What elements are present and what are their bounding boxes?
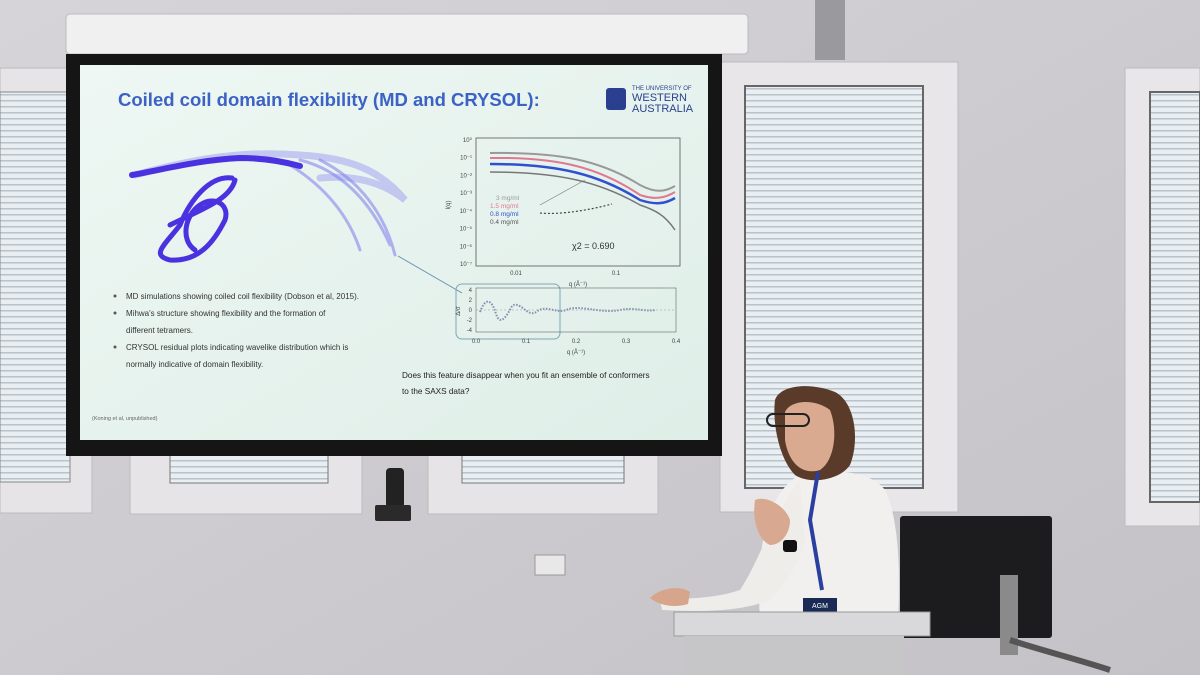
y-tick-label: -4 [467,328,473,334]
speaker [815,0,845,60]
far-right-window [1124,67,1200,527]
x-tick-label: 0.1 [522,339,531,345]
pointer-line [397,255,463,294]
y-tick-label: 10⁻² [460,173,472,179]
lower-windows [129,451,659,515]
legend-entry: 3 mg/ml [496,195,520,202]
question-line: to the SAXS data? [402,387,470,396]
x-tick-label: 0.2 [572,339,581,345]
x-tick-label: 0.1 [612,271,621,277]
webcam [375,468,411,521]
y-tick-label: 10⁰ [463,137,473,144]
residual-plot: 4 2 0 -2 -4 0.0 0.1 0.2 0.3 0.4 q (Å⁻¹) Δ/σ [455,283,681,356]
screen-housing [65,13,749,55]
power-outlet [534,554,566,576]
citation: (Koning et al, unpublished) [92,416,158,422]
y-tick-label: -2 [467,318,473,324]
x-axis-label: q (Å⁻¹) [567,349,585,356]
bullet-line: MD simulations showing coiled coil flexi… [126,292,359,301]
logo-line: THE UNIVERSITY OF [632,86,692,92]
y-tick-label: 10⁻³ [460,191,472,197]
legend-entry: 0.4 mg/ml [490,219,519,226]
slide-title: Coiled coil domain flexibility (MD and C… [118,89,540,110]
bullet-line: Mihwa's structure showing flexibility an… [126,309,326,318]
x-axis-label: q (Å⁻¹) [569,281,587,288]
x-tick-label: 0.4 [672,339,681,345]
bullet-line: different tetramers. [126,326,193,335]
y-axis-label: Δ/σ [456,306,462,316]
md-structure [129,150,408,263]
x-tick-label: 0.0 [472,339,481,345]
logo: THE UNIVERSITY OF WESTERN AUSTRALIA [606,86,694,115]
y-tick-label: 10⁻⁶ [460,243,473,250]
y-tick-label: 2 [469,298,473,304]
bullet-dot [113,311,117,315]
y-tick-label: 0 [469,308,473,314]
logo-line: AUSTRALIA [632,103,694,115]
bullet-dot [113,345,117,349]
chi-label: χ2 = 0.690 [572,241,615,251]
badge-label: AGM [812,603,828,610]
y-tick-label: 10⁻¹ [460,156,472,162]
question-line: Does this feature disappear when you fit… [402,371,650,380]
y-tick-label: 10⁻⁵ [460,226,473,233]
y-tick-label: 10⁻⁷ [460,261,472,268]
logo-line: WESTERN [632,92,687,104]
lectern [673,611,931,675]
y-tick-label: 10⁻⁴ [460,208,473,215]
bullet-line: CRYSOL residual plots indicating wavelik… [126,343,348,352]
y-axis-label: I(q) [446,200,452,209]
legend-entry: 0.8 mg/ml [490,211,519,218]
x-tick-label: 0.01 [510,271,522,277]
monitor [900,516,1111,673]
bullet-line: normally indicative of domain flexibilit… [126,360,263,369]
y-tick-label: 4 [469,288,473,294]
legend-entry: 1.5 mg/ml [490,203,519,210]
bullet-dot [113,294,117,298]
presenter: AGM [650,386,899,620]
saxs-plot: 10⁰ 10⁻¹ 10⁻² 10⁻³ 10⁻⁴ 10⁻⁵ 10⁻⁶ 10⁻⁷ 0.01 0.1… [446,137,681,288]
x-tick-label: 0.3 [622,339,631,345]
bullet-list: MD simulations showing coiled coil flexi… [113,292,359,369]
